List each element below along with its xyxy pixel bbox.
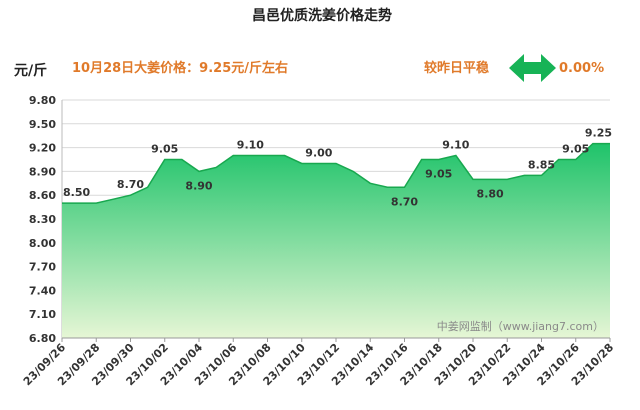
- data-label: 8.80: [477, 187, 504, 200]
- price-info-text: 10月28日大姜价格：9.25元/斤左右: [72, 60, 288, 76]
- y-tick-label: 9.80: [29, 94, 56, 107]
- y-tick-label: 9.50: [29, 118, 56, 131]
- data-label: 8.85: [528, 158, 555, 171]
- data-labels: 8.50 8.70 9.05 8.90 9.10 9.00 8.70 9.05 9.10 8.80…: [63, 127, 612, 209]
- data-label: 9.05: [425, 168, 452, 181]
- data-label: 8.90: [185, 179, 212, 192]
- area-fill: [62, 143, 610, 338]
- double-arrow-icon: [509, 54, 556, 82]
- y-tick-label: 8.00: [29, 237, 56, 250]
- data-label: 8.50: [63, 186, 90, 199]
- data-label: 9.00: [305, 146, 332, 159]
- data-label: 8.70: [391, 195, 418, 208]
- y-tick-label: 6.80: [29, 332, 56, 345]
- data-label: 9.05: [151, 143, 178, 156]
- y-tick-label: 8.30: [29, 213, 56, 226]
- data-label: 9.05: [562, 143, 589, 156]
- watermark: 中姜网监制（www.jiang7.com）: [437, 319, 604, 333]
- data-label: 9.25: [585, 127, 612, 140]
- y-axis-unit: 元/斤: [14, 62, 47, 79]
- y-axis: 9.80 9.50 9.20 8.90 8.60 8.30 8.00 7.70 7.40 7.10…: [29, 94, 63, 345]
- data-label: 9.10: [442, 139, 469, 152]
- change-percent: 0.00%: [559, 61, 604, 76]
- x-axis: 23/09/2623/09/2823/09/3023/10/0223/10/04…: [21, 337, 616, 388]
- y-tick-label: 9.20: [29, 142, 56, 155]
- series-line: [62, 142, 610, 204]
- data-label: 9.10: [237, 139, 264, 152]
- compare-text: 较昨日平稳: [424, 60, 489, 76]
- y-tick-label: 7.70: [29, 261, 56, 274]
- y-tick-label: 7.40: [29, 284, 56, 297]
- data-label: 8.70: [117, 178, 144, 191]
- y-tick-label: 8.90: [29, 165, 56, 178]
- chart-title: 昌邑优质洗姜价格走势: [252, 7, 392, 24]
- y-tick-label: 8.60: [29, 189, 56, 202]
- series-area: [62, 142, 610, 338]
- y-tick-label: 7.10: [29, 308, 56, 321]
